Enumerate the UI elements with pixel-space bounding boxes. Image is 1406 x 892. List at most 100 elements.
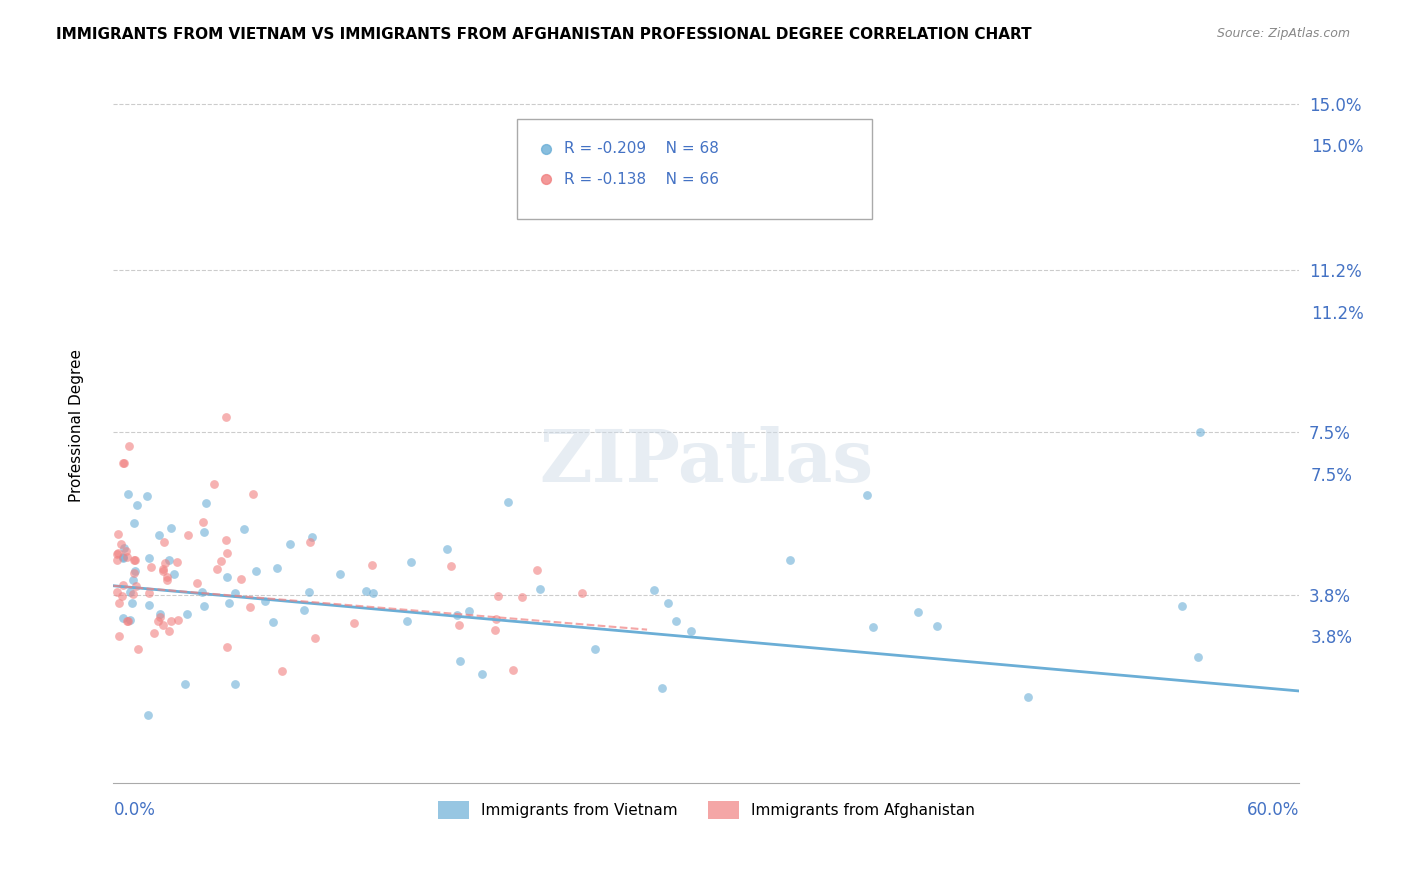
Point — [1017, 690, 1039, 705]
Point — [122, 566, 145, 580]
Point — [121, 596, 143, 610]
Point — [657, 595, 679, 609]
Text: R = -0.209    N = 68: R = -0.209 N = 68 — [564, 141, 718, 156]
Point — [115, 550, 138, 565]
Point — [681, 624, 703, 639]
Text: ZIPatlas: ZIPatlas — [540, 426, 873, 497]
Point — [152, 565, 174, 579]
Point — [107, 596, 129, 610]
Point — [122, 552, 145, 566]
Point — [107, 527, 129, 541]
Point — [298, 535, 321, 549]
Point — [120, 585, 142, 599]
Point — [153, 534, 176, 549]
Point — [111, 578, 134, 592]
Point — [117, 486, 139, 500]
Point — [217, 570, 239, 584]
Point — [163, 567, 186, 582]
Point — [271, 664, 294, 678]
Text: 11.2%: 11.2% — [1310, 305, 1364, 323]
Point — [449, 654, 471, 668]
Text: IMMIGRANTS FROM VIETNAM VS IMMIGRANTS FROM AFGHANISTAN PROFESSIONAL DEGREE CORRE: IMMIGRANTS FROM VIETNAM VS IMMIGRANTS FR… — [56, 27, 1032, 42]
Point — [160, 614, 183, 628]
Text: 60.0%: 60.0% — [1247, 801, 1299, 819]
Point — [204, 477, 226, 491]
Point — [136, 707, 159, 722]
Point — [191, 585, 214, 599]
Point — [232, 522, 254, 536]
Point — [529, 582, 551, 597]
Point — [242, 486, 264, 500]
Text: 3.8%: 3.8% — [1310, 630, 1353, 648]
Point — [292, 602, 315, 616]
Point — [484, 624, 506, 638]
Point — [149, 607, 172, 621]
Point — [193, 524, 215, 539]
Point — [856, 488, 879, 502]
Text: Professional Degree: Professional Degree — [69, 350, 84, 502]
Point — [361, 586, 384, 600]
Point — [458, 604, 481, 618]
Point — [526, 563, 548, 577]
Point — [112, 549, 135, 564]
Point — [107, 553, 129, 567]
Point — [485, 612, 508, 626]
Point — [224, 585, 246, 599]
Point — [665, 614, 688, 628]
Point — [166, 613, 188, 627]
Point — [139, 560, 162, 574]
Point — [436, 541, 458, 556]
Point — [138, 598, 160, 612]
Point — [396, 614, 419, 628]
Point — [218, 596, 240, 610]
Point — [148, 610, 170, 624]
Point — [152, 561, 174, 575]
Point — [146, 614, 169, 628]
Point — [651, 681, 673, 696]
Point — [138, 551, 160, 566]
Point — [157, 552, 180, 566]
Point — [862, 620, 884, 634]
Point — [1189, 425, 1212, 440]
Point — [108, 629, 131, 643]
Text: Source: ZipAtlas.com: Source: ZipAtlas.com — [1216, 27, 1350, 40]
FancyBboxPatch shape — [516, 119, 872, 219]
Text: 0.0%: 0.0% — [114, 801, 155, 819]
Text: 7.5%: 7.5% — [1310, 467, 1353, 485]
Point — [156, 573, 179, 587]
Point — [643, 582, 665, 597]
Point — [449, 618, 471, 632]
Point — [107, 585, 129, 599]
Point — [122, 573, 145, 587]
Text: 15.0%: 15.0% — [1310, 138, 1364, 156]
Point — [356, 584, 378, 599]
Point — [1171, 599, 1194, 614]
Point — [304, 631, 326, 645]
Point — [205, 562, 228, 576]
Point — [301, 530, 323, 544]
Point — [127, 641, 149, 656]
Point — [120, 613, 142, 627]
Point — [166, 555, 188, 569]
Point — [125, 579, 148, 593]
Point — [111, 589, 134, 603]
Point — [215, 533, 238, 548]
Point — [115, 543, 138, 558]
Point — [571, 585, 593, 599]
Point — [245, 564, 267, 578]
Point — [138, 586, 160, 600]
Point — [112, 456, 135, 470]
Point — [191, 515, 214, 529]
Point — [115, 614, 138, 628]
Point — [107, 547, 129, 561]
Point — [254, 593, 277, 607]
Point — [446, 607, 468, 622]
Text: R = -0.138    N = 66: R = -0.138 N = 66 — [564, 172, 718, 186]
Point — [112, 551, 135, 566]
Point — [118, 438, 141, 452]
Point — [112, 456, 135, 470]
Point — [124, 553, 146, 567]
Point — [1187, 650, 1209, 665]
Point — [486, 590, 509, 604]
Point — [278, 537, 301, 551]
